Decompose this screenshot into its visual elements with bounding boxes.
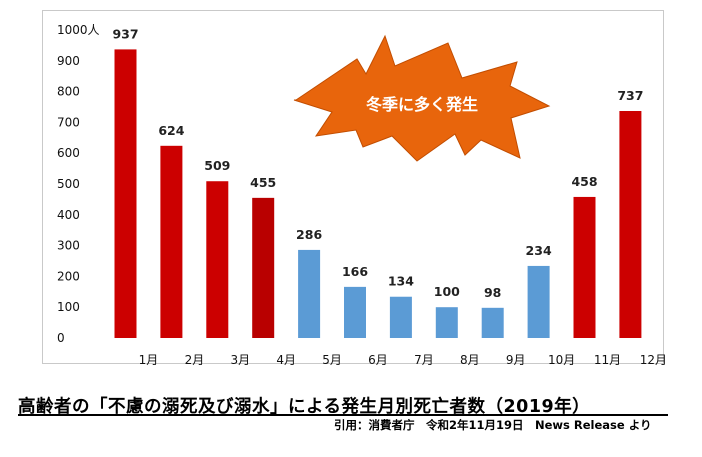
data-label: 624 xyxy=(158,123,184,138)
bar xyxy=(160,145,183,338)
source-note: 引用：消費者庁 令和2年11月19日 News Release より xyxy=(334,418,652,432)
data-label: 100 xyxy=(434,284,460,299)
data-label: 134 xyxy=(388,274,414,289)
x-tick-label: 1月 xyxy=(139,353,159,367)
x-tick-label: 6月 xyxy=(368,353,388,367)
y-tick-label: 100 xyxy=(57,300,80,314)
y-tick-label: 800 xyxy=(57,85,80,99)
bar xyxy=(252,197,275,338)
data-label: 166 xyxy=(342,264,368,279)
data-label: 737 xyxy=(617,88,643,103)
bar xyxy=(206,181,229,338)
y-tick-label: 600 xyxy=(57,146,80,160)
y-tick-label: 500 xyxy=(57,177,80,191)
starburst-shape xyxy=(293,34,551,162)
data-label: 98 xyxy=(484,285,501,300)
annotation-burst: 冬季に多く発生 xyxy=(293,34,551,162)
x-tick-label: 7月 xyxy=(414,353,434,367)
chart-frame xyxy=(42,10,664,364)
x-tick-label: 4月 xyxy=(276,353,296,367)
bar xyxy=(435,307,458,338)
data-label: 286 xyxy=(296,227,322,242)
y-tick-label: 900 xyxy=(57,54,80,68)
data-label: 234 xyxy=(526,243,552,258)
bar xyxy=(481,307,504,338)
caption-underline xyxy=(18,414,668,416)
y-tick-label: 700 xyxy=(57,115,80,129)
annotation-text: 冬季に多く発生 xyxy=(366,95,478,114)
bar xyxy=(389,296,412,338)
x-tick-label: 12月 xyxy=(640,353,667,367)
bar xyxy=(114,49,137,339)
y-tick-label: 1000人 xyxy=(57,23,100,37)
bar xyxy=(573,196,596,338)
x-tick-label: 10月 xyxy=(548,353,575,367)
data-label: 455 xyxy=(250,175,276,190)
x-tick-label: 8月 xyxy=(460,353,480,367)
bar xyxy=(527,265,550,338)
x-tick-label: 9月 xyxy=(506,353,526,367)
x-tick-label: 11月 xyxy=(594,353,621,367)
y-tick-label: 0 xyxy=(57,331,65,345)
x-tick-label: 2月 xyxy=(185,353,205,367)
bar xyxy=(619,111,642,338)
y-tick-label: 200 xyxy=(57,269,80,283)
data-label: 937 xyxy=(112,26,138,41)
data-label: 458 xyxy=(571,174,597,189)
data-label: 509 xyxy=(204,158,230,173)
bar xyxy=(298,249,321,338)
figure-caption: 高齢者の「不慮の溺死及び溺水」による発生月別死亡者数（2019年） xyxy=(18,397,591,417)
bar xyxy=(344,286,366,338)
x-tick-label: 5月 xyxy=(322,353,342,367)
y-tick-label: 300 xyxy=(57,239,80,253)
y-tick-label: 400 xyxy=(57,208,80,222)
x-tick-label: 3月 xyxy=(230,353,250,367)
